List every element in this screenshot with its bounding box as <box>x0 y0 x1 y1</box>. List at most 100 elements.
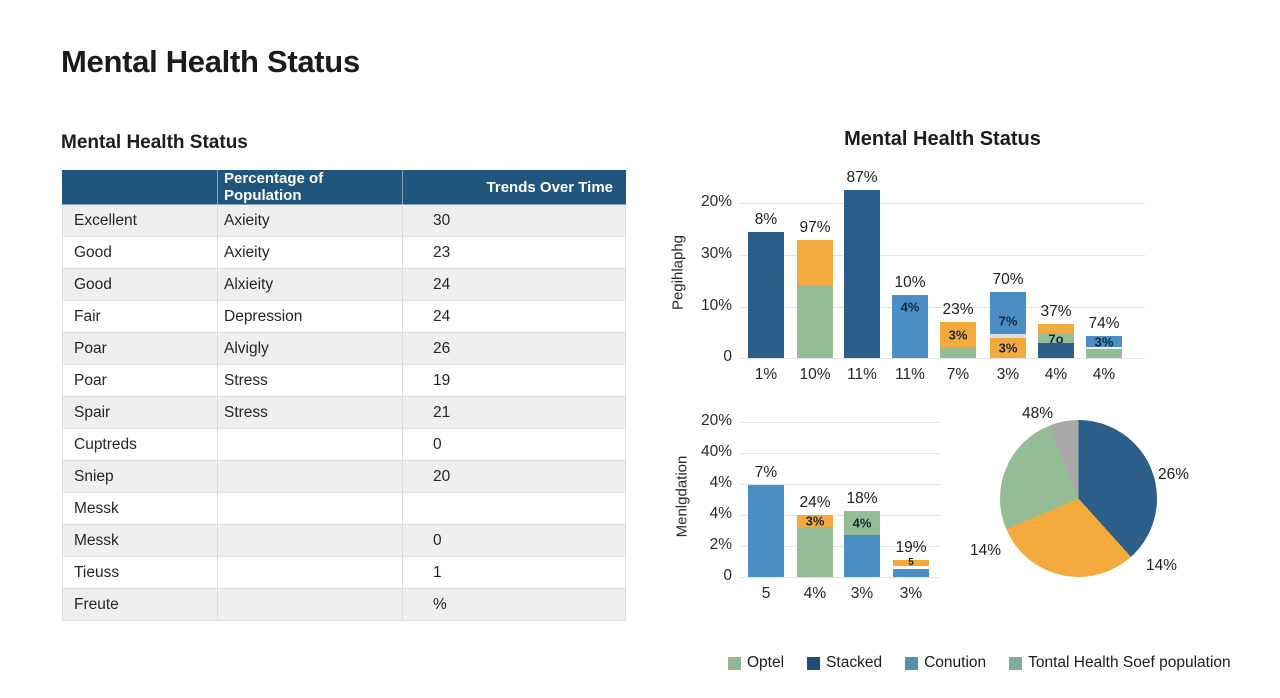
table-row: Poar Stress 19 <box>62 364 626 397</box>
bar-segment <box>748 232 784 358</box>
table-row: Good Alxieity 24 <box>62 268 626 301</box>
y-tick: 20% <box>700 193 732 210</box>
cell-status: Messk <box>62 524 218 557</box>
bar-segment <box>844 535 880 577</box>
segment-label: 7% <box>998 313 1018 329</box>
mental-health-table: Percentage of Population Trends Over Tim… <box>62 170 626 621</box>
cell-category: Axieity <box>217 204 403 237</box>
x-tick: 5 <box>761 585 771 602</box>
cell-value: 0 <box>402 524 626 557</box>
segment-label: 3% <box>948 327 968 342</box>
legend-swatch <box>728 656 741 670</box>
column-header-blank <box>62 170 218 205</box>
y-tick: 2% <box>709 536 732 553</box>
legend-swatch <box>905 656 919 670</box>
y-tick: 30% <box>700 245 732 262</box>
cell-category: Alvigly <box>217 332 403 365</box>
table-row: Tieuss 1 <box>62 556 626 589</box>
bar: 8% <box>748 211 784 358</box>
bar-segment <box>797 527 833 577</box>
bar: 37% 7o <box>1038 303 1074 358</box>
segment-label: 7o <box>1048 331 1064 346</box>
bar-segment: 3% <box>797 515 833 528</box>
bar-value-label: 37% <box>1040 303 1072 320</box>
y-tick: 40% <box>700 443 732 460</box>
bar: 87% <box>844 169 880 358</box>
y-tick: 10% <box>700 297 732 314</box>
x-tick: 7% <box>946 366 970 383</box>
cell-category: Depression <box>217 300 403 333</box>
bar-segment <box>893 569 929 577</box>
bar: 19% 5 <box>893 539 929 577</box>
bar-segment <box>990 334 1026 338</box>
cell-status: Fair <box>62 300 218 333</box>
bar-value-label: 87% <box>846 169 878 186</box>
x-tick: 11% <box>895 366 925 383</box>
cell-value: 23 <box>402 236 626 269</box>
table-row: Excellent Axieity 30 <box>62 204 626 237</box>
bar-segment: 7o <box>1038 331 1074 346</box>
bar-segment: 7% <box>990 292 1026 334</box>
bar-segment <box>1038 324 1074 334</box>
legend-label: Stacked <box>826 654 883 671</box>
cell-category: Axieity <box>217 236 403 269</box>
pie-slice-label: 26% <box>1158 466 1190 483</box>
x-tick: 4% <box>803 585 827 602</box>
bar-value-label: 74% <box>1088 315 1120 332</box>
bar-segment: 3% <box>940 322 976 347</box>
bar-segment <box>797 240 833 285</box>
cell-status: Poar <box>62 364 218 397</box>
cell-value: 24 <box>402 300 626 333</box>
segment-label: 3% <box>1094 334 1114 349</box>
gridline <box>740 358 1145 359</box>
cell-status: Spair <box>62 396 218 429</box>
x-tick: 3% <box>850 585 874 602</box>
legend-label: Optel <box>747 654 785 671</box>
x-tick: 3% <box>899 585 923 602</box>
chart-legend: Optel Stacked Conution Tontal Health Soe… <box>728 654 1231 672</box>
bar-chart-title: Mental Health Status <box>844 128 1041 150</box>
cell-status: Poar <box>62 332 218 365</box>
y-tick: 4% <box>709 474 732 491</box>
cell-value: % <box>402 588 626 621</box>
segment-label: 4% <box>852 515 872 531</box>
bar-segment <box>1086 349 1122 358</box>
pie-slice-label: 14% <box>1146 557 1178 574</box>
table-row: Sniep 20 <box>62 460 626 493</box>
bar-segment: 4% <box>892 295 928 358</box>
cell-status: Good <box>62 268 218 301</box>
column-header-trends: Trends Over Time <box>402 170 626 205</box>
bar-value-label: 8% <box>754 211 778 228</box>
cell-category: Alxieity <box>217 268 403 301</box>
x-tick: 1% <box>754 366 778 383</box>
legend-item: Conution <box>905 654 986 672</box>
cell-value: 19 <box>402 364 626 397</box>
bar-value-label: 19% <box>895 539 927 556</box>
legend-item: Optel <box>728 654 784 672</box>
bar-value-label: 97% <box>799 219 831 236</box>
legend-label: Conution <box>924 654 987 671</box>
x-tick: 3% <box>996 366 1020 383</box>
segment-label: 4% <box>900 299 920 315</box>
legend-swatch <box>807 656 821 670</box>
bar-chart-plot-area: 8% 97% 87% 10% 4% 23% 3% 70% 7% 3% 37% <box>740 169 1145 359</box>
bar-value-label: 7% <box>754 464 778 481</box>
bar: 23% 3% <box>940 301 976 358</box>
bar: 10% 4% <box>892 274 928 358</box>
bar-chart-y-axis-label: Pegihlaphg <box>669 234 687 311</box>
gridline <box>740 422 940 423</box>
bar-segment <box>893 566 929 569</box>
gridline <box>740 255 1145 256</box>
bar-segment: 4% <box>844 511 880 535</box>
pie-slice-label: 48% <box>1022 405 1054 422</box>
cell-value: 1 <box>402 556 626 589</box>
cell-category <box>217 460 403 493</box>
cell-status: Sniep <box>62 460 218 493</box>
y-tick: 4% <box>709 505 732 522</box>
cell-status: Freute <box>62 588 218 621</box>
y-tick: 20% <box>700 412 732 429</box>
cell-category <box>217 428 403 461</box>
gridline <box>740 453 940 454</box>
x-tick: 4% <box>1044 366 1068 383</box>
